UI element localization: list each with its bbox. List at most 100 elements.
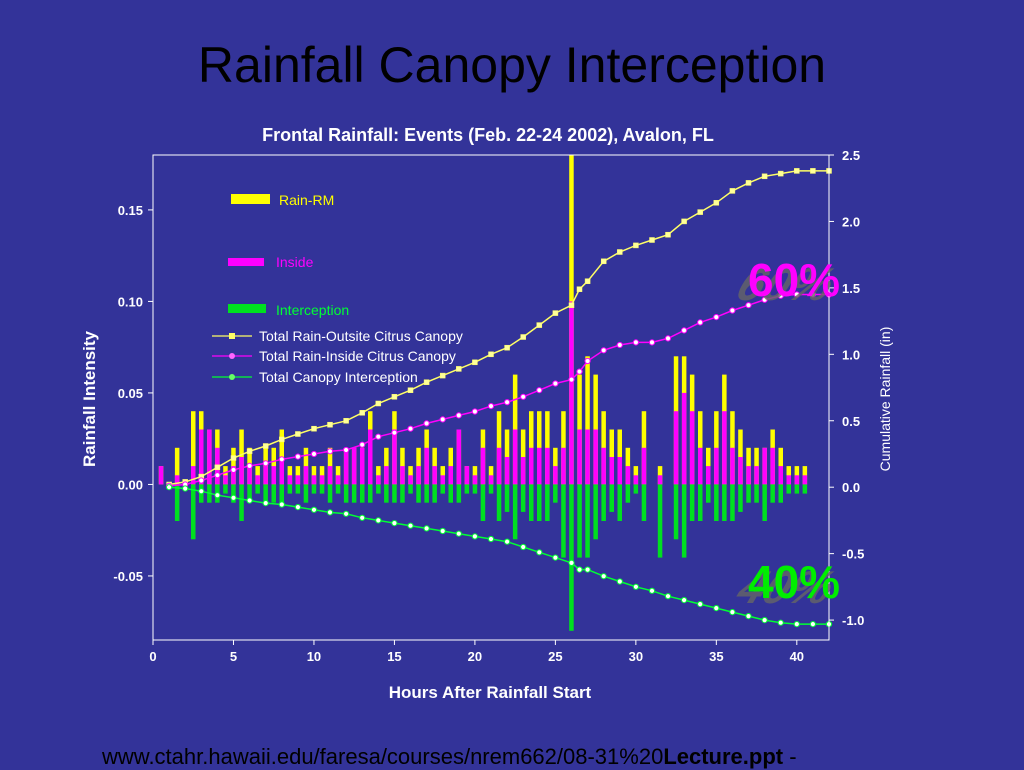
- annotation-40-percent: 40% 40%: [726, 556, 848, 613]
- cumulative-point-outside: [504, 344, 510, 351]
- cumulative-point-inside: [777, 292, 784, 299]
- bar-inside: [295, 475, 301, 485]
- bar-interception: [537, 484, 542, 521]
- cumulative-point-interception: [576, 566, 583, 573]
- cumulative-point-outside: [230, 455, 237, 461]
- bar-interception: [360, 484, 365, 503]
- cumulative-point-outside: [488, 351, 494, 358]
- x-tick-label: 10: [307, 649, 321, 664]
- cumulative-point-interception: [359, 514, 366, 521]
- footer-url-suffix: -: [783, 744, 797, 769]
- legend-swatch-rain-rm: [231, 194, 270, 204]
- y2-tick-label: 1.0: [842, 347, 860, 362]
- cumulative-point-inside: [520, 393, 527, 400]
- bar-inside: [408, 475, 413, 485]
- cumulative-point-inside: [487, 403, 495, 410]
- y-tick-label: 0.15: [118, 203, 143, 218]
- cumulative-point-inside: [697, 319, 704, 326]
- bar-inside: [529, 447, 534, 485]
- bar-rain-rm: [327, 447, 333, 485]
- bar-interception: [174, 484, 180, 521]
- bar-rain-rm: [802, 466, 808, 485]
- bar-inside: [207, 429, 212, 485]
- bar-rain-rm: [376, 466, 381, 485]
- bar-interception: [384, 484, 389, 503]
- cumulative-point-inside: [793, 291, 800, 298]
- bar-inside: [706, 466, 711, 485]
- bar-inside: [537, 447, 542, 485]
- cumulative-point-outside: [246, 448, 253, 455]
- cumulative-point-interception: [310, 506, 318, 513]
- cumulative-point-outside: [681, 218, 687, 225]
- cumulative-point-inside: [536, 387, 543, 394]
- bar-inside: [319, 475, 325, 485]
- bar-interception: [730, 484, 735, 521]
- cumulative-point-outside: [633, 242, 639, 249]
- cumulative-point-inside: [713, 314, 720, 321]
- legend-marker-outside: [229, 333, 235, 339]
- cumulative-point-interception: [729, 609, 736, 616]
- bar-interception: [577, 484, 582, 558]
- bar-inside: [432, 466, 437, 485]
- cumulative-point-inside: [552, 380, 559, 387]
- cumulative-point-interception: [423, 525, 430, 532]
- bar-interception: [424, 484, 429, 503]
- cumulative-point-inside: [310, 450, 318, 458]
- bar-rain-rm: [416, 447, 421, 485]
- bar-inside: [376, 475, 381, 485]
- footer-url-bold: Lecture.ppt: [663, 744, 784, 769]
- bar-interception: [722, 484, 727, 521]
- bar-interception: [223, 484, 228, 494]
- bar-interception: [327, 484, 333, 503]
- footer-source-url[interactable]: www.ctahr.hawaii.edu/faresa/courses/nrem…: [102, 744, 1024, 770]
- cumulative-point-outside: [439, 372, 446, 379]
- x-tick-label: 30: [629, 649, 643, 664]
- y-tick-label: 0.10: [118, 294, 143, 309]
- cumulative-point-outside: [295, 431, 301, 437]
- cumulative-point-inside: [745, 302, 752, 309]
- bar-interception: [351, 484, 357, 503]
- cumulative-point-inside: [681, 327, 688, 334]
- cumulative-point-outside: [697, 209, 703, 215]
- bar-inside: [343, 447, 349, 485]
- cumulative-point-interception: [455, 530, 462, 537]
- bar-inside: [794, 475, 800, 485]
- cumulative-point-interception: [166, 484, 173, 491]
- cumulative-point-inside: [375, 433, 382, 440]
- slide-title: Rainfall Canopy Interception: [197, 37, 827, 93]
- bar-rain-rm: [287, 466, 293, 485]
- legend-marker-interception: [229, 374, 235, 380]
- bar-interception: [496, 484, 502, 521]
- bar-inside: [464, 466, 470, 485]
- bar-inside: [287, 475, 293, 485]
- bar-interception: [335, 484, 341, 494]
- bar-rain-rm: [174, 447, 180, 485]
- y-tick-label: 0.00: [118, 477, 143, 492]
- cumulative-point-inside: [616, 341, 623, 349]
- bar-inside: [255, 475, 260, 485]
- legend-label-interception: Interception: [276, 302, 349, 318]
- legend: Rain-RM Inside Interception Total Rain-O…: [212, 192, 463, 385]
- y-tick-label: -0.05: [113, 569, 143, 584]
- bar-interception: [770, 484, 775, 503]
- plot-frame: [152, 154, 830, 641]
- cumulative-point-interception: [745, 613, 752, 620]
- cumulative-point-inside: [214, 472, 221, 479]
- bar-interception: [520, 484, 526, 512]
- cumulative-point-inside: [439, 416, 446, 423]
- bar-inside: [738, 457, 743, 485]
- cumulative-point-interception: [584, 566, 591, 573]
- bars-layer: [158, 155, 808, 631]
- bar-inside: [416, 466, 421, 485]
- cumulative-point-outside: [810, 168, 816, 174]
- cumulative-point-outside: [520, 334, 526, 340]
- bar-interception: [456, 484, 462, 503]
- bar-inside: [351, 447, 357, 485]
- bar-inside: [440, 475, 445, 485]
- chart-title: Frontal Rainfall: Events (Feb. 22-24 200…: [262, 125, 714, 145]
- bar-interception: [448, 484, 453, 503]
- annotation-60-percent: 60% 60%: [726, 254, 848, 310]
- cumulative-point-outside: [472, 359, 478, 366]
- cumulative-point-inside: [359, 441, 366, 448]
- x-tick-label: 0: [149, 649, 156, 664]
